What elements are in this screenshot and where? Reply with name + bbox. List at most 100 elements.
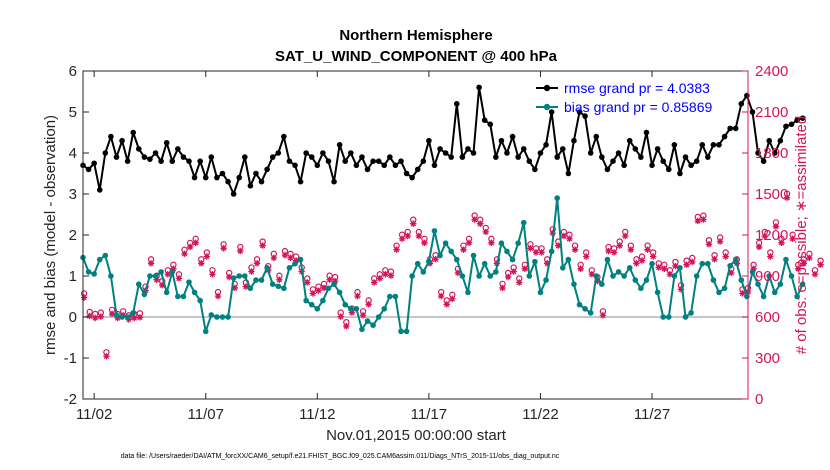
- obs-point: [644, 242, 651, 253]
- rmse-point: [314, 162, 321, 169]
- bias-point: [682, 314, 689, 320]
- obs-point: [694, 213, 701, 225]
- rmse-point: [437, 146, 443, 152]
- obs-point: [672, 258, 679, 270]
- bias-point: [732, 256, 739, 263]
- obs-assimilated-marker: [86, 312, 93, 320]
- obs-assimilated-marker: [398, 235, 406, 242]
- chart-title-line1: Northern Hemisphere: [339, 27, 492, 44]
- obs-assimilated-marker: [633, 260, 640, 267]
- bias-point: [520, 219, 527, 226]
- rmse-point: [699, 142, 706, 148]
- bias-point: [236, 273, 243, 279]
- bias-point: [286, 265, 293, 271]
- data-file-footer: data file: /Users/raeder/DAI/ATM_forcXX/…: [121, 453, 560, 460]
- obs-assimilated-marker: [767, 253, 774, 260]
- legend-rmse-marker: [543, 84, 551, 92]
- y-right-tick-label: 600: [755, 309, 780, 326]
- bias-point: [403, 328, 410, 335]
- bias-point: [147, 273, 153, 279]
- rmse-point: [124, 158, 131, 164]
- obs-assimilated-marker: [315, 287, 322, 294]
- bias-point: [504, 248, 510, 255]
- rmse-point: [247, 183, 254, 189]
- obs-point: [97, 309, 105, 320]
- obs-point: [214, 288, 222, 300]
- y-left-tick-label: 4: [69, 145, 77, 162]
- rmse-point: [130, 129, 137, 136]
- rmse-point: [677, 170, 683, 177]
- obs-point: [806, 250, 813, 262]
- rmse-point: [331, 178, 337, 185]
- rmse-point: [219, 170, 226, 177]
- rmse-point: [571, 137, 577, 144]
- obs-assimilated-marker: [649, 253, 657, 260]
- bias-point: [688, 310, 694, 316]
- bias-line: [82, 197, 804, 333]
- rmse-point: [565, 170, 572, 177]
- obs-point: [638, 253, 646, 264]
- rmse-point: [788, 121, 795, 128]
- chart-title-line2: SAT_U_WIND_COMPONENT @ 400 hPa: [275, 48, 558, 65]
- bias-point: [141, 291, 148, 298]
- obs-assimilated-marker: [583, 253, 590, 260]
- obs-assimilated-marker: [337, 313, 344, 320]
- obs-point: [354, 288, 361, 300]
- obs-assimilated-marker: [477, 220, 484, 227]
- bias-point: [175, 293, 181, 300]
- bias-point: [247, 285, 254, 292]
- bias-point: [325, 285, 332, 292]
- obs-assimilated-marker: [672, 262, 679, 270]
- rmse-point: [760, 158, 767, 164]
- obs-point: [689, 254, 696, 266]
- legend: rmse grand pr = 4.0383 bias grand pr = 0…: [536, 80, 712, 115]
- y-right-tick-label: 2400: [755, 63, 788, 80]
- obs-point: [203, 249, 211, 260]
- obs-assimilated-marker: [181, 250, 188, 257]
- bias-point: [693, 273, 700, 279]
- x-axis-ticks: 11/02 11/07 11/12 11/17 11/22 11/27: [76, 71, 670, 423]
- rmse-point: [398, 158, 404, 164]
- y-right-tick-label: 1200: [755, 227, 788, 244]
- obs-assimilated-marker: [761, 232, 768, 240]
- bias-point: [788, 273, 795, 279]
- obs-point: [460, 242, 467, 253]
- obs-point: [622, 228, 629, 240]
- rmse-line: [82, 86, 804, 195]
- bias-point: [705, 260, 711, 267]
- obs-assimilated-marker: [192, 239, 199, 247]
- rmse-point: [275, 150, 282, 156]
- bias-point: [241, 273, 248, 279]
- rmse-point: [626, 137, 633, 144]
- rmse-point: [113, 154, 120, 160]
- rmse-point: [693, 158, 700, 164]
- rmse-point: [716, 142, 722, 148]
- obs-point: [571, 242, 579, 253]
- bias-point: [303, 297, 309, 304]
- rmse-point: [654, 146, 661, 152]
- bias-point: [124, 314, 131, 320]
- obs-assimilated-marker: [387, 272, 395, 279]
- bias-point: [442, 240, 449, 246]
- obs-assimilated-marker: [605, 247, 612, 255]
- obs-point: [527, 241, 534, 252]
- bias-point: [571, 281, 577, 288]
- bias-point: [459, 273, 466, 279]
- obs-point: [315, 283, 322, 294]
- bias-point: [487, 273, 494, 279]
- obs-assimilated-marker: [404, 232, 411, 240]
- x-axis-label: Nov.01,2015 00:00:00 start: [326, 427, 507, 444]
- obs-assimilated-marker: [789, 235, 796, 242]
- rmse-point: [152, 150, 159, 156]
- obs-point: [722, 249, 729, 260]
- bias-point: [626, 265, 633, 271]
- y-right-tick-label: 300: [755, 350, 780, 367]
- bias-point: [755, 281, 761, 288]
- bias-point: [191, 289, 198, 296]
- obs-point: [393, 242, 400, 253]
- x-tick-label: 11/12: [299, 406, 335, 423]
- obs-point: [292, 253, 300, 264]
- bias-point: [381, 306, 388, 312]
- rmse-point: [264, 166, 270, 173]
- obs-point: [415, 228, 423, 240]
